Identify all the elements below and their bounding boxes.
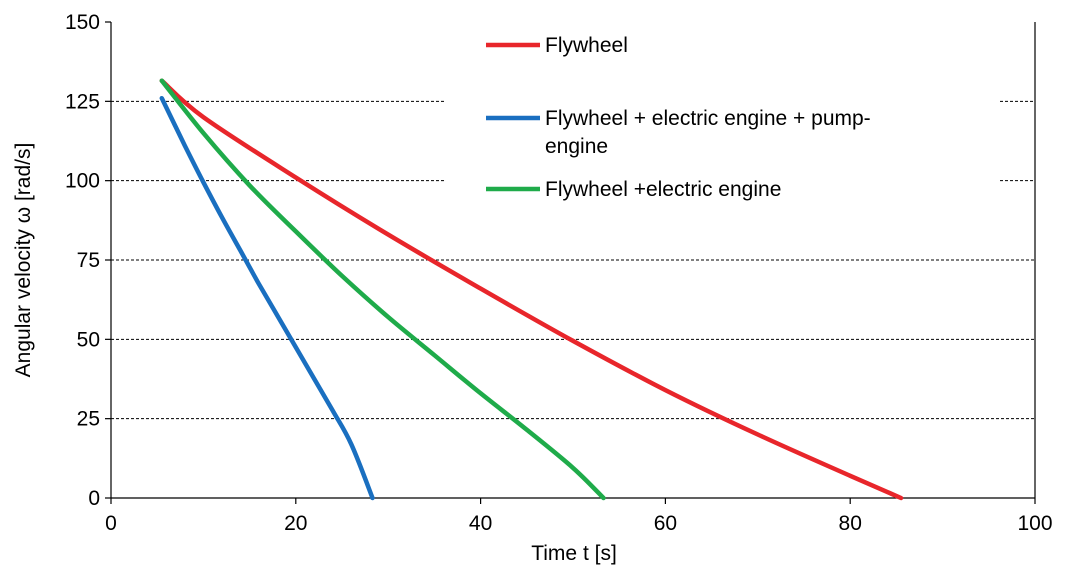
- x-tick-label: 20: [284, 512, 307, 535]
- legend-label-2: Flywheel + electric engine + pump-engine: [545, 107, 871, 158]
- x-tick-label: 80: [839, 512, 862, 535]
- series-lines: [159, 78, 904, 501]
- axes: [105, 21, 1036, 504]
- y-tick-label: 50: [77, 328, 100, 351]
- y-tick-label: 150: [65, 11, 100, 34]
- x-axis-title: Time t [s]: [531, 542, 617, 565]
- y-tick-label: 25: [77, 408, 100, 431]
- y-tick-labels: 0 25 50 75 100 125 150: [65, 11, 100, 510]
- legend-label-3: Flywheel +electric engine: [545, 178, 781, 201]
- x-tick-label: 100: [1017, 512, 1052, 535]
- x-tick-label: 40: [469, 512, 492, 535]
- series-line-3: [159, 78, 606, 501]
- y-tick-label: 0: [88, 487, 100, 510]
- x-tick-label: 0: [105, 512, 117, 535]
- legend: Flywheel Flywheel + electric engine + pum…: [486, 34, 871, 201]
- x-tick-label: 60: [654, 512, 677, 535]
- series-line-1: [159, 78, 904, 501]
- legend-label-1: Flywheel: [545, 34, 628, 57]
- y-tick-label: 75: [77, 249, 100, 272]
- y-tick-label: 100: [65, 170, 100, 193]
- series-line-2: [159, 95, 375, 501]
- y-tick-label: 125: [65, 90, 100, 113]
- y-axis-title: Angular velocity ω [rad/s]: [12, 143, 35, 378]
- x-tick-labels: 0 20 40 60 80 100: [105, 512, 1052, 535]
